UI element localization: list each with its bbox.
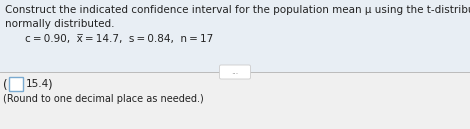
Text: (: (: [3, 79, 8, 92]
Bar: [0, 0, 470, 72]
FancyBboxPatch shape: [219, 65, 251, 79]
Text: 15.4: 15.4: [26, 79, 49, 89]
Text: (Round to one decimal place as needed.): (Round to one decimal place as needed.): [3, 94, 204, 104]
Text: Construct the indicated confidence interval for the population mean μ using the : Construct the indicated confidence inter…: [5, 5, 470, 15]
Text: c = 0.90,  x̅ = 14.7,  s = 0.84,  n = 17: c = 0.90, x̅ = 14.7, s = 0.84, n = 17: [25, 34, 213, 44]
Bar: [0, 72, 470, 129]
Text: ...: ...: [231, 67, 239, 76]
Text: normally distributed.: normally distributed.: [5, 19, 115, 29]
FancyBboxPatch shape: [9, 78, 24, 91]
Text: ): ): [47, 79, 52, 92]
